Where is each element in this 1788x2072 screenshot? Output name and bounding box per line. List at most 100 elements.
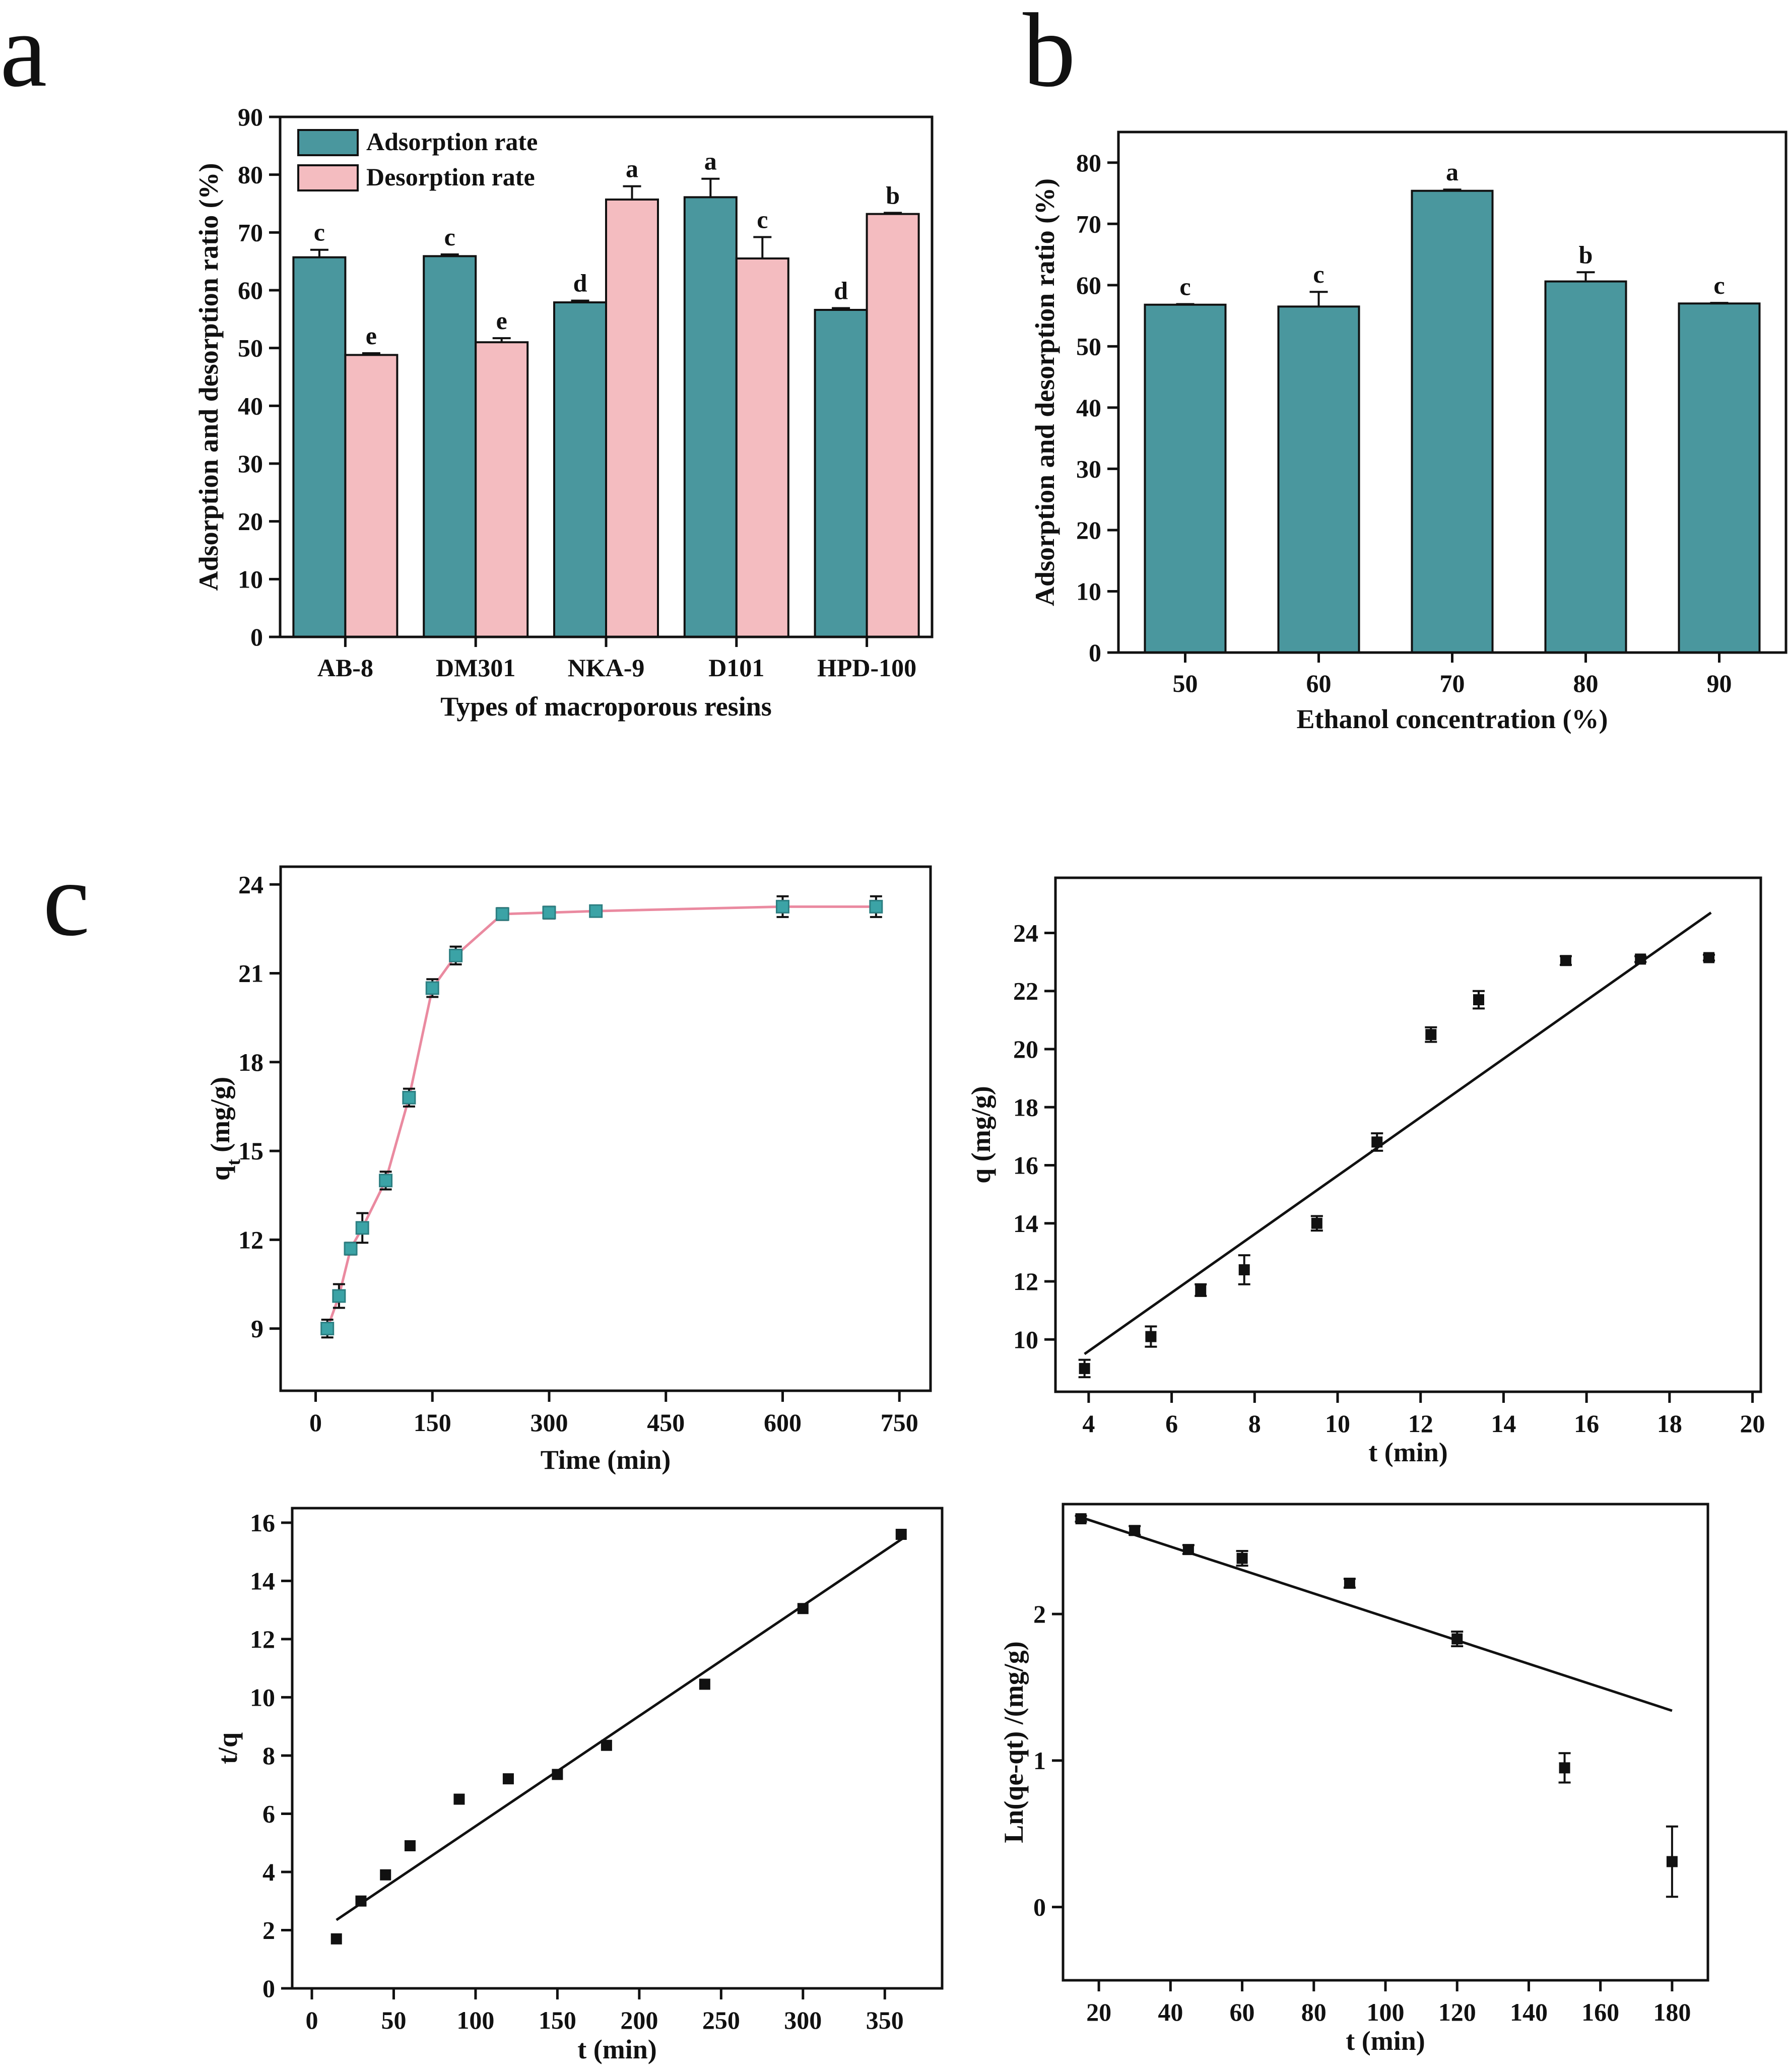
data-point xyxy=(332,1289,346,1303)
data-point xyxy=(601,1739,612,1751)
data-point xyxy=(379,1174,393,1188)
significance-letter: c xyxy=(1179,272,1190,300)
x-tick-label: HPD-100 xyxy=(817,654,916,682)
x-tick-label: 0 xyxy=(309,1408,322,1437)
x-axis-title: t (min) xyxy=(1368,1437,1447,1467)
y-tick-label: 60 xyxy=(1076,271,1101,299)
significance-letter: d xyxy=(834,277,848,305)
y-tick-label: 40 xyxy=(1076,394,1101,422)
y-tick-label: 50 xyxy=(1076,332,1101,360)
adsorption-bar xyxy=(553,301,607,638)
x-tick-label: 160 xyxy=(1581,1998,1619,2026)
x-tick-label: AB-8 xyxy=(317,654,373,682)
x-axis-title: t (min) xyxy=(577,2034,656,2064)
ethanol-concentration-bar-chart: c 50 c 60 a 70 b 80 c 90 0 10 20 30 40 50 60 70 80 Adsorpti… xyxy=(1030,131,1787,734)
y-tick-label: 14 xyxy=(250,1567,275,1595)
x-tick-label: 180 xyxy=(1653,1998,1691,2026)
y-tick-label: 12 xyxy=(250,1625,275,1653)
x-tick-label: 0 xyxy=(305,2006,318,2034)
y-tick-label: 16 xyxy=(1013,1151,1038,1180)
significance-letter: c xyxy=(757,206,768,234)
y-tick-label: 80 xyxy=(238,161,263,189)
legend-swatch-adsorption xyxy=(297,129,359,156)
data-point xyxy=(1145,1331,1157,1342)
y-tick-label: 20 xyxy=(238,507,263,536)
data-point xyxy=(355,1221,369,1235)
desorption-bar xyxy=(605,198,659,638)
x-tick-label: 120 xyxy=(1438,1998,1476,2026)
data-point xyxy=(449,948,463,962)
legend-swatch-desorption xyxy=(297,164,359,191)
significance-letter: a xyxy=(704,147,717,175)
data-point xyxy=(895,1528,907,1540)
linear-fit-line xyxy=(336,1536,905,1921)
y-tick-label: 0 xyxy=(250,623,263,651)
desorption-bar xyxy=(735,257,789,638)
x-tick-label: 100 xyxy=(456,2006,494,2034)
data-point xyxy=(1238,1264,1250,1275)
significance-letter: a xyxy=(1446,158,1459,186)
significance-letter: c xyxy=(1713,271,1725,299)
y-tick-label: 22 xyxy=(1013,977,1038,1005)
y-tick-label: 12 xyxy=(238,1225,263,1254)
data-point xyxy=(775,899,789,914)
x-tick-label: 20 xyxy=(1740,1409,1765,1438)
data-point xyxy=(1371,1136,1383,1148)
pseudo-second-order-chart: 0 2 4 6 8 10 12 14 16 0 50 100 150 200 250 300 350 t/q t (… xyxy=(213,1507,944,2064)
x-tick-label: 80 xyxy=(1301,1998,1327,2026)
significance-letter: e xyxy=(496,306,507,335)
legend-label-desorption: Desorption rate xyxy=(366,163,535,191)
y-tick-label: 24 xyxy=(238,870,263,898)
x-tick-label: 300 xyxy=(530,1408,568,1437)
data-point xyxy=(1129,1525,1141,1536)
x-tick-label: 16 xyxy=(1574,1409,1599,1438)
data-point xyxy=(1425,1029,1437,1041)
y-tick-label: 60 xyxy=(238,276,263,304)
y-tick-label: 50 xyxy=(238,334,263,362)
data-point xyxy=(1635,953,1646,965)
x-tick-label: 6 xyxy=(1165,1409,1178,1438)
y-tick-label: 6 xyxy=(262,1799,275,1828)
y-axis-title: Ln(qe-qt) /(mg/g) xyxy=(999,1641,1029,1843)
significance-letter: c xyxy=(444,223,455,251)
x-tick-label: 40 xyxy=(1158,1998,1183,2026)
x-tick-label: 140 xyxy=(1510,1998,1548,2026)
data-point xyxy=(404,1840,416,1851)
adsorption-kinetics-curve-chart: 9 12 15 18 21 24 0 150 300 450 600 750 qt (mg/g) Time… xyxy=(205,865,932,1475)
x-tick-label: 100 xyxy=(1367,1998,1405,2026)
data-point xyxy=(1666,1856,1678,1867)
adsorption-bar xyxy=(423,255,477,638)
y-tick-label: 70 xyxy=(238,218,263,246)
data-point xyxy=(344,1242,358,1256)
x-tick-label: 300 xyxy=(784,2006,822,2034)
y-tick-label: 1 xyxy=(1033,1746,1046,1775)
x-tick-label: 4 xyxy=(1082,1409,1095,1438)
x-tick-label: NKA-9 xyxy=(568,654,645,682)
x-tick-label: D101 xyxy=(708,654,764,682)
significance-letter: d xyxy=(573,269,587,297)
data-point xyxy=(542,905,556,920)
pseudo-first-order-chart: 0 1 2 20 40 60 80 100 120 140 160 180 Ln(qe-qt) /(mg… xyxy=(999,1503,1709,2056)
x-tick-label: 18 xyxy=(1657,1409,1682,1438)
y-tick-label: 10 xyxy=(1013,1325,1038,1353)
x-tick-label: 60 xyxy=(1306,669,1332,697)
y-tick-label: 4 xyxy=(262,1858,275,1886)
data-point xyxy=(1559,1762,1570,1774)
y-tick-label: 8 xyxy=(262,1741,275,1770)
data-point xyxy=(1473,994,1484,1006)
data-point xyxy=(380,1869,391,1881)
data-point xyxy=(1560,955,1571,966)
data-point xyxy=(1079,1363,1090,1374)
adsorption-bar xyxy=(292,256,347,638)
plot-frame xyxy=(1062,1503,1709,1982)
data-point xyxy=(1311,1217,1322,1229)
y-tick-label: 15 xyxy=(238,1137,263,1165)
y-tick-label: 18 xyxy=(238,1048,263,1076)
ethanol-bar xyxy=(1144,303,1227,654)
ethanol-bar xyxy=(1277,305,1360,654)
y-tick-label: 14 xyxy=(1013,1209,1038,1238)
significance-letter: b xyxy=(1579,240,1593,269)
data-point xyxy=(869,899,883,914)
x-tick-label: 20 xyxy=(1086,1998,1111,2026)
data-point xyxy=(1703,952,1715,963)
